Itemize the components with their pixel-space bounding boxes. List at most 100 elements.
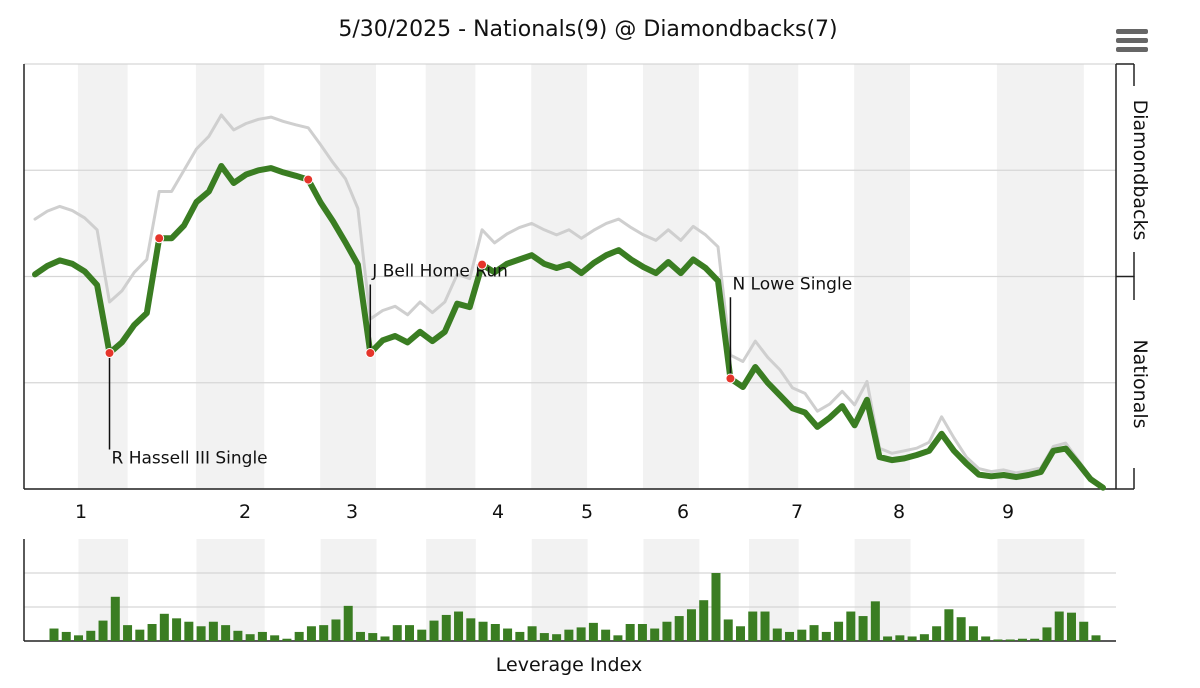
leverage-bar <box>932 626 942 641</box>
annotation-label: J Bell Home Run <box>371 262 508 282</box>
leverage-bar <box>86 630 96 641</box>
y-label-bottom-team: Nationals <box>1129 339 1151 428</box>
leverage-bar <box>147 624 157 641</box>
leverage-bar <box>981 636 991 641</box>
win-probability-baseline <box>33 113 1105 489</box>
leverage-bar <box>907 636 917 641</box>
inning-label-3: 3 <box>346 501 358 523</box>
leverage-bar <box>172 618 182 641</box>
leverage-bar <box>429 620 439 641</box>
leverage-bar <box>368 633 378 641</box>
leverage-bar <box>552 634 562 641</box>
leverage-bar <box>490 624 500 641</box>
inning-label-5: 5 <box>581 501 593 523</box>
inning-label-6: 6 <box>677 501 689 523</box>
inning-label-7: 7 <box>791 501 803 523</box>
leverage-bar <box>1066 612 1076 641</box>
leverage-bar <box>527 626 537 641</box>
leverage-bar <box>1091 635 1101 641</box>
leverage-plot <box>23 539 1116 642</box>
leverage-bar <box>98 620 108 641</box>
leverage-bar <box>576 627 586 641</box>
leverage-bar <box>221 625 231 641</box>
leverage-bar <box>417 629 427 641</box>
y-label-top-team: Diamondbacks <box>1129 100 1151 241</box>
leverage-bar <box>686 609 696 641</box>
leverage-bar <box>208 621 218 641</box>
annotation-label: R Hassell III Single <box>112 449 268 469</box>
key-play-marker[interactable] <box>477 259 488 270</box>
leverage-bar <box>613 635 623 641</box>
leverage-bar <box>184 621 194 641</box>
leverage-bar <box>405 625 415 641</box>
leverage-bar <box>748 611 758 641</box>
leverage-bar <box>257 631 267 641</box>
leverage-bar <box>1042 627 1052 641</box>
leverage-band <box>196 539 265 641</box>
leverage-bar <box>625 624 635 641</box>
chart-title: 5/30/2025 - Nationals(9) @ Diamondbacks(… <box>338 17 837 42</box>
leverage-bar <box>135 629 145 641</box>
leverage-bar <box>454 611 464 641</box>
inning-label-8: 8 <box>893 501 905 523</box>
leverage-bar <box>319 625 329 641</box>
leverage-bar <box>196 626 206 641</box>
leverage-bar <box>282 638 292 641</box>
leverage-bar <box>993 639 1003 641</box>
leverage-bar <box>662 621 672 641</box>
leverage-bar <box>711 573 721 641</box>
leverage-bar <box>699 600 709 641</box>
leverage-bar <box>834 621 844 641</box>
key-play-marker[interactable] <box>725 373 736 384</box>
leverage-bar <box>61 631 71 641</box>
leverage-index-title: Leverage Index <box>496 654 642 676</box>
main-plot: R Hassell III Single J Bell Home Run N Low… <box>23 63 1135 523</box>
key-play-marker[interactable] <box>365 348 376 358</box>
leverage-bar <box>821 631 831 641</box>
leverage-bar <box>392 625 402 641</box>
leverage-bar <box>1017 638 1027 641</box>
leverage-bar <box>1030 638 1040 641</box>
leverage-bar <box>1054 611 1064 641</box>
leverage-bar <box>809 625 819 641</box>
leverage-bar <box>956 617 966 641</box>
key-play-marker[interactable] <box>303 174 314 185</box>
leverage-bar <box>515 631 525 641</box>
leverage-bar <box>380 636 390 641</box>
leverage-bar <box>564 629 574 641</box>
leverage-bar <box>650 628 660 641</box>
leverage-bar <box>870 601 880 641</box>
inning-label-2: 2 <box>239 501 251 523</box>
menu-icon[interactable] <box>1116 29 1148 52</box>
annotation-label: N Lowe Single <box>732 274 852 294</box>
leverage-bar <box>735 626 745 641</box>
leverage-bar <box>74 635 84 641</box>
leverage-bar <box>637 624 647 641</box>
leverage-bar <box>883 636 893 641</box>
leverage-bar <box>110 596 120 641</box>
leverage-band <box>749 539 799 641</box>
leverage-bar <box>343 605 353 641</box>
leverage-bar <box>355 631 365 641</box>
leverage-bar <box>674 616 684 641</box>
leverage-bar <box>331 619 341 641</box>
leverage-band <box>531 539 588 641</box>
leverage-bar <box>539 633 549 641</box>
leverage-bar <box>233 630 243 641</box>
leverage-bar <box>1005 639 1015 641</box>
leverage-bar <box>441 614 451 641</box>
leverage-bar <box>772 628 782 641</box>
leverage-bar <box>601 629 611 641</box>
leverage-bar <box>588 622 598 641</box>
leverage-bar <box>760 611 770 641</box>
leverage-bar <box>723 619 733 641</box>
inning-label-4: 4 <box>492 501 504 523</box>
leverage-bar <box>294 631 304 641</box>
leverage-bar <box>503 628 513 641</box>
leverage-bar <box>306 626 316 641</box>
key-play-marker[interactable] <box>104 348 115 358</box>
leverage-bar <box>846 611 856 641</box>
leverage-bar <box>478 621 488 641</box>
key-play-marker[interactable] <box>154 233 165 244</box>
